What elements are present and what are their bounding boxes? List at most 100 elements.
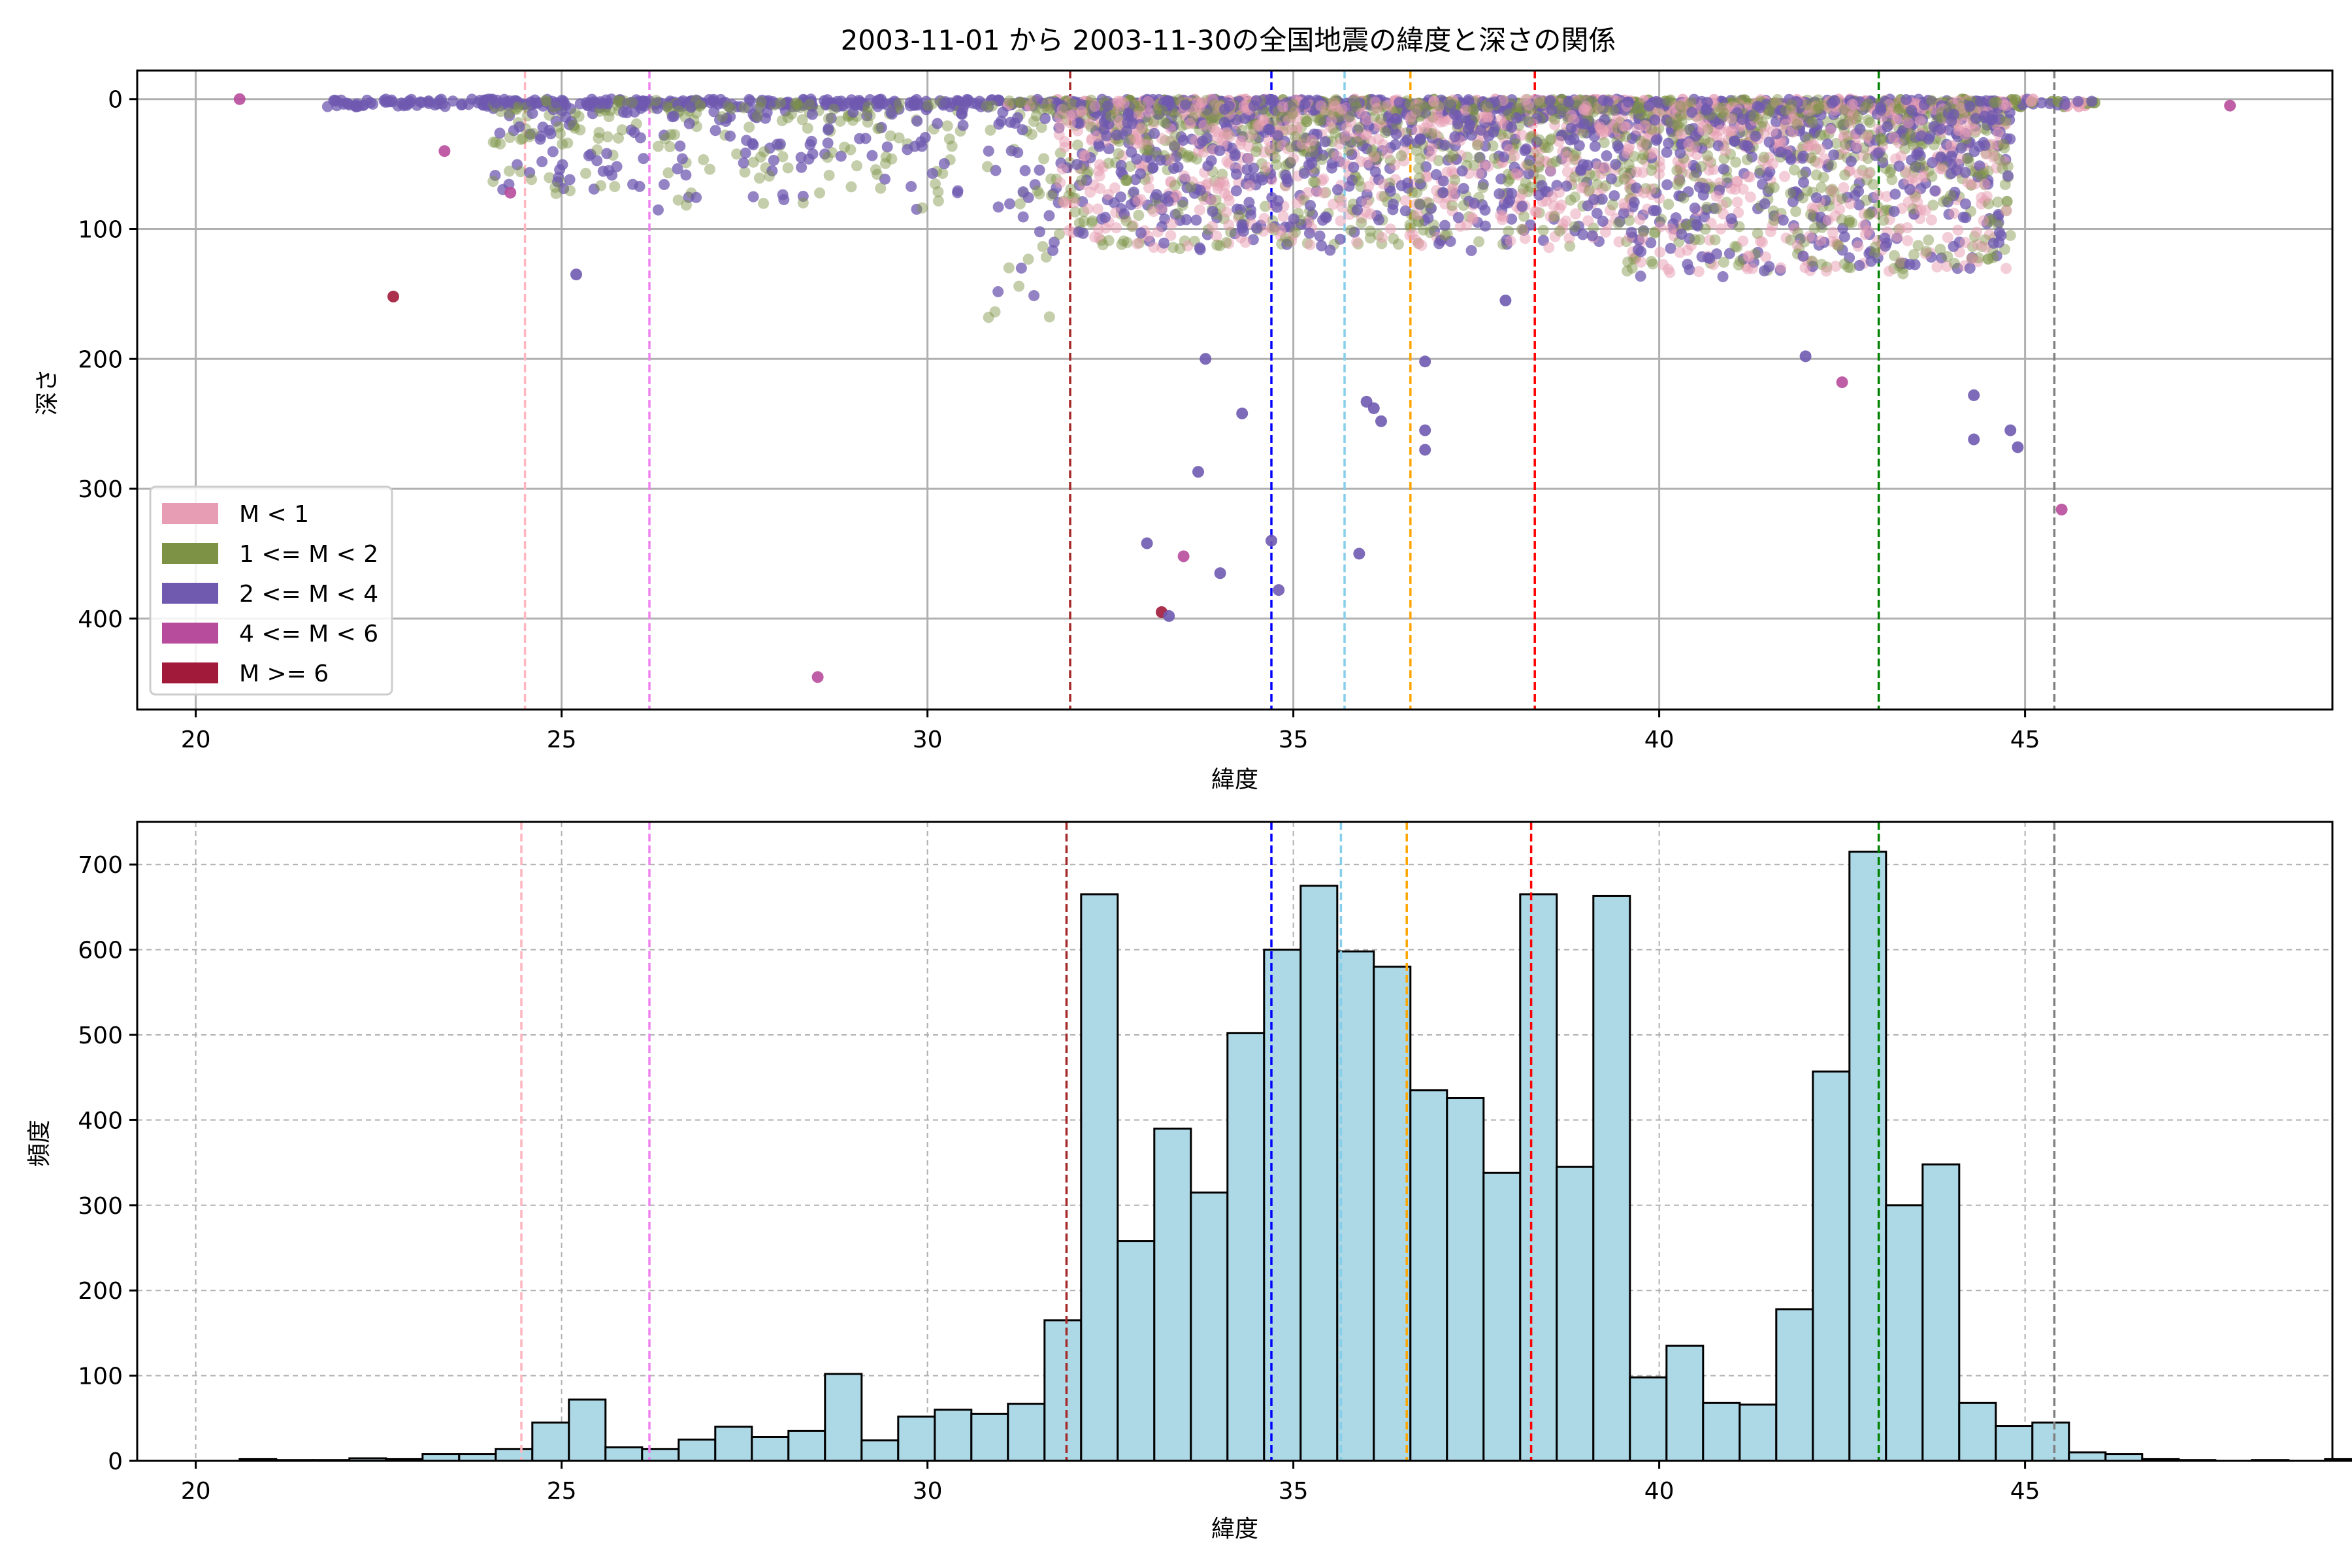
scatter-point [1207,205,1218,217]
scatter-point [796,114,808,125]
scatter-point [1882,121,1893,133]
scatter-point [1599,226,1611,238]
scatter-point [1330,101,1341,112]
scatter-point [1715,223,1727,235]
scatter-point [922,99,934,111]
scatter-point [1635,270,1646,282]
scatter-point [1078,216,1090,227]
scatter-point [1401,134,1413,146]
scatter-point [1148,241,1160,253]
scatter-point [1760,251,1772,263]
histogram-x-tick-label: 25 [547,1478,577,1505]
scatter-point [1564,240,1576,252]
scatter-point [1158,237,1170,249]
scatter-point [1411,187,1423,199]
scatter-point [603,111,615,123]
scatter-point [1445,152,1456,163]
scatter-point [630,118,642,130]
scatter-point [1266,534,1277,547]
scatter-point [1017,186,1029,198]
scatter-point [1935,244,1946,255]
scatter-point [1543,242,1555,253]
scatter-point [1351,136,1363,148]
scatter-point [1172,161,1184,173]
scatter-point [755,151,766,163]
scatter-point [1987,152,1999,163]
scatter-point [906,180,917,192]
scatter-point [1797,192,1809,204]
scatter-point [1836,376,1848,389]
scatter-point [740,147,751,159]
scatter-point [1888,132,1900,144]
scatter-point [1546,191,1558,203]
scatter-point [768,154,779,166]
scatter-point [1466,212,1478,223]
scatter-point [1911,149,1923,161]
scatter-point [1970,124,1982,136]
scatter-point [1267,94,1279,106]
scatter-point [2036,97,2048,108]
scatter-point [601,148,613,159]
histogram-bar [714,1426,753,1462]
scatter-point [1714,125,1726,137]
scatter-point [1098,123,1110,135]
scatter-point [1564,134,1576,146]
scatter-point [1582,159,1593,171]
scatter-point [1208,122,1220,134]
scatter-point [875,182,887,194]
scatter-point [902,144,913,155]
scatter-point [658,129,670,141]
scatter-point [609,181,621,193]
scatter-point [1064,110,1076,122]
scatter-point [1893,160,1905,172]
scatter-point [1054,120,1066,131]
scatter-point [1306,135,1318,146]
scatter-point [1054,177,1066,189]
scatter-point [1118,235,1130,247]
scatter-point [1763,183,1775,195]
scatter-point [1884,265,1895,277]
scatter-point [725,103,737,115]
scatter-point [758,197,770,209]
scatter-point [823,169,835,181]
scatter-point [792,99,804,110]
scatter-point [1872,147,1884,159]
scatter-point [447,95,459,107]
scatter-point [1828,149,1840,161]
scatter-point [1332,184,1344,196]
scatter-point [917,202,928,214]
scatter-point [1404,219,1416,231]
scatter-point [1218,103,1230,115]
scatter-point [1487,140,1499,152]
scatter-point [1305,200,1316,212]
scatter-point [1353,547,1365,560]
scatter-point [1689,234,1701,246]
scatter-point [1299,98,1311,110]
scatter-point [1428,95,1440,107]
scatter-point [1533,97,1545,108]
scatter-point [652,140,664,152]
scatter-point [1042,97,1054,108]
scatter-point [1904,184,1916,195]
scatter-point [822,137,834,149]
scatter-point [1071,159,1083,171]
scatter-point [890,97,902,109]
scatter-point [680,169,692,181]
scatter-point [1467,103,1479,115]
scatter-point [1448,191,1460,203]
scatter-point [747,138,759,150]
scatter-point [618,95,630,107]
scatter-point [680,199,692,211]
scatter-point [1852,240,1864,252]
scatter-point [1620,131,1631,142]
scatter-point [1218,116,1230,128]
scatter-point [1282,176,1294,188]
scatter-point [1569,191,1581,203]
legend-swatch [162,543,218,564]
scatter-point [1465,244,1477,256]
scatter-point [1612,218,1624,229]
scatter-point [527,107,538,119]
histogram-bar [897,1415,936,1462]
scatter-point [557,139,568,150]
scatter-point [1505,235,1516,247]
